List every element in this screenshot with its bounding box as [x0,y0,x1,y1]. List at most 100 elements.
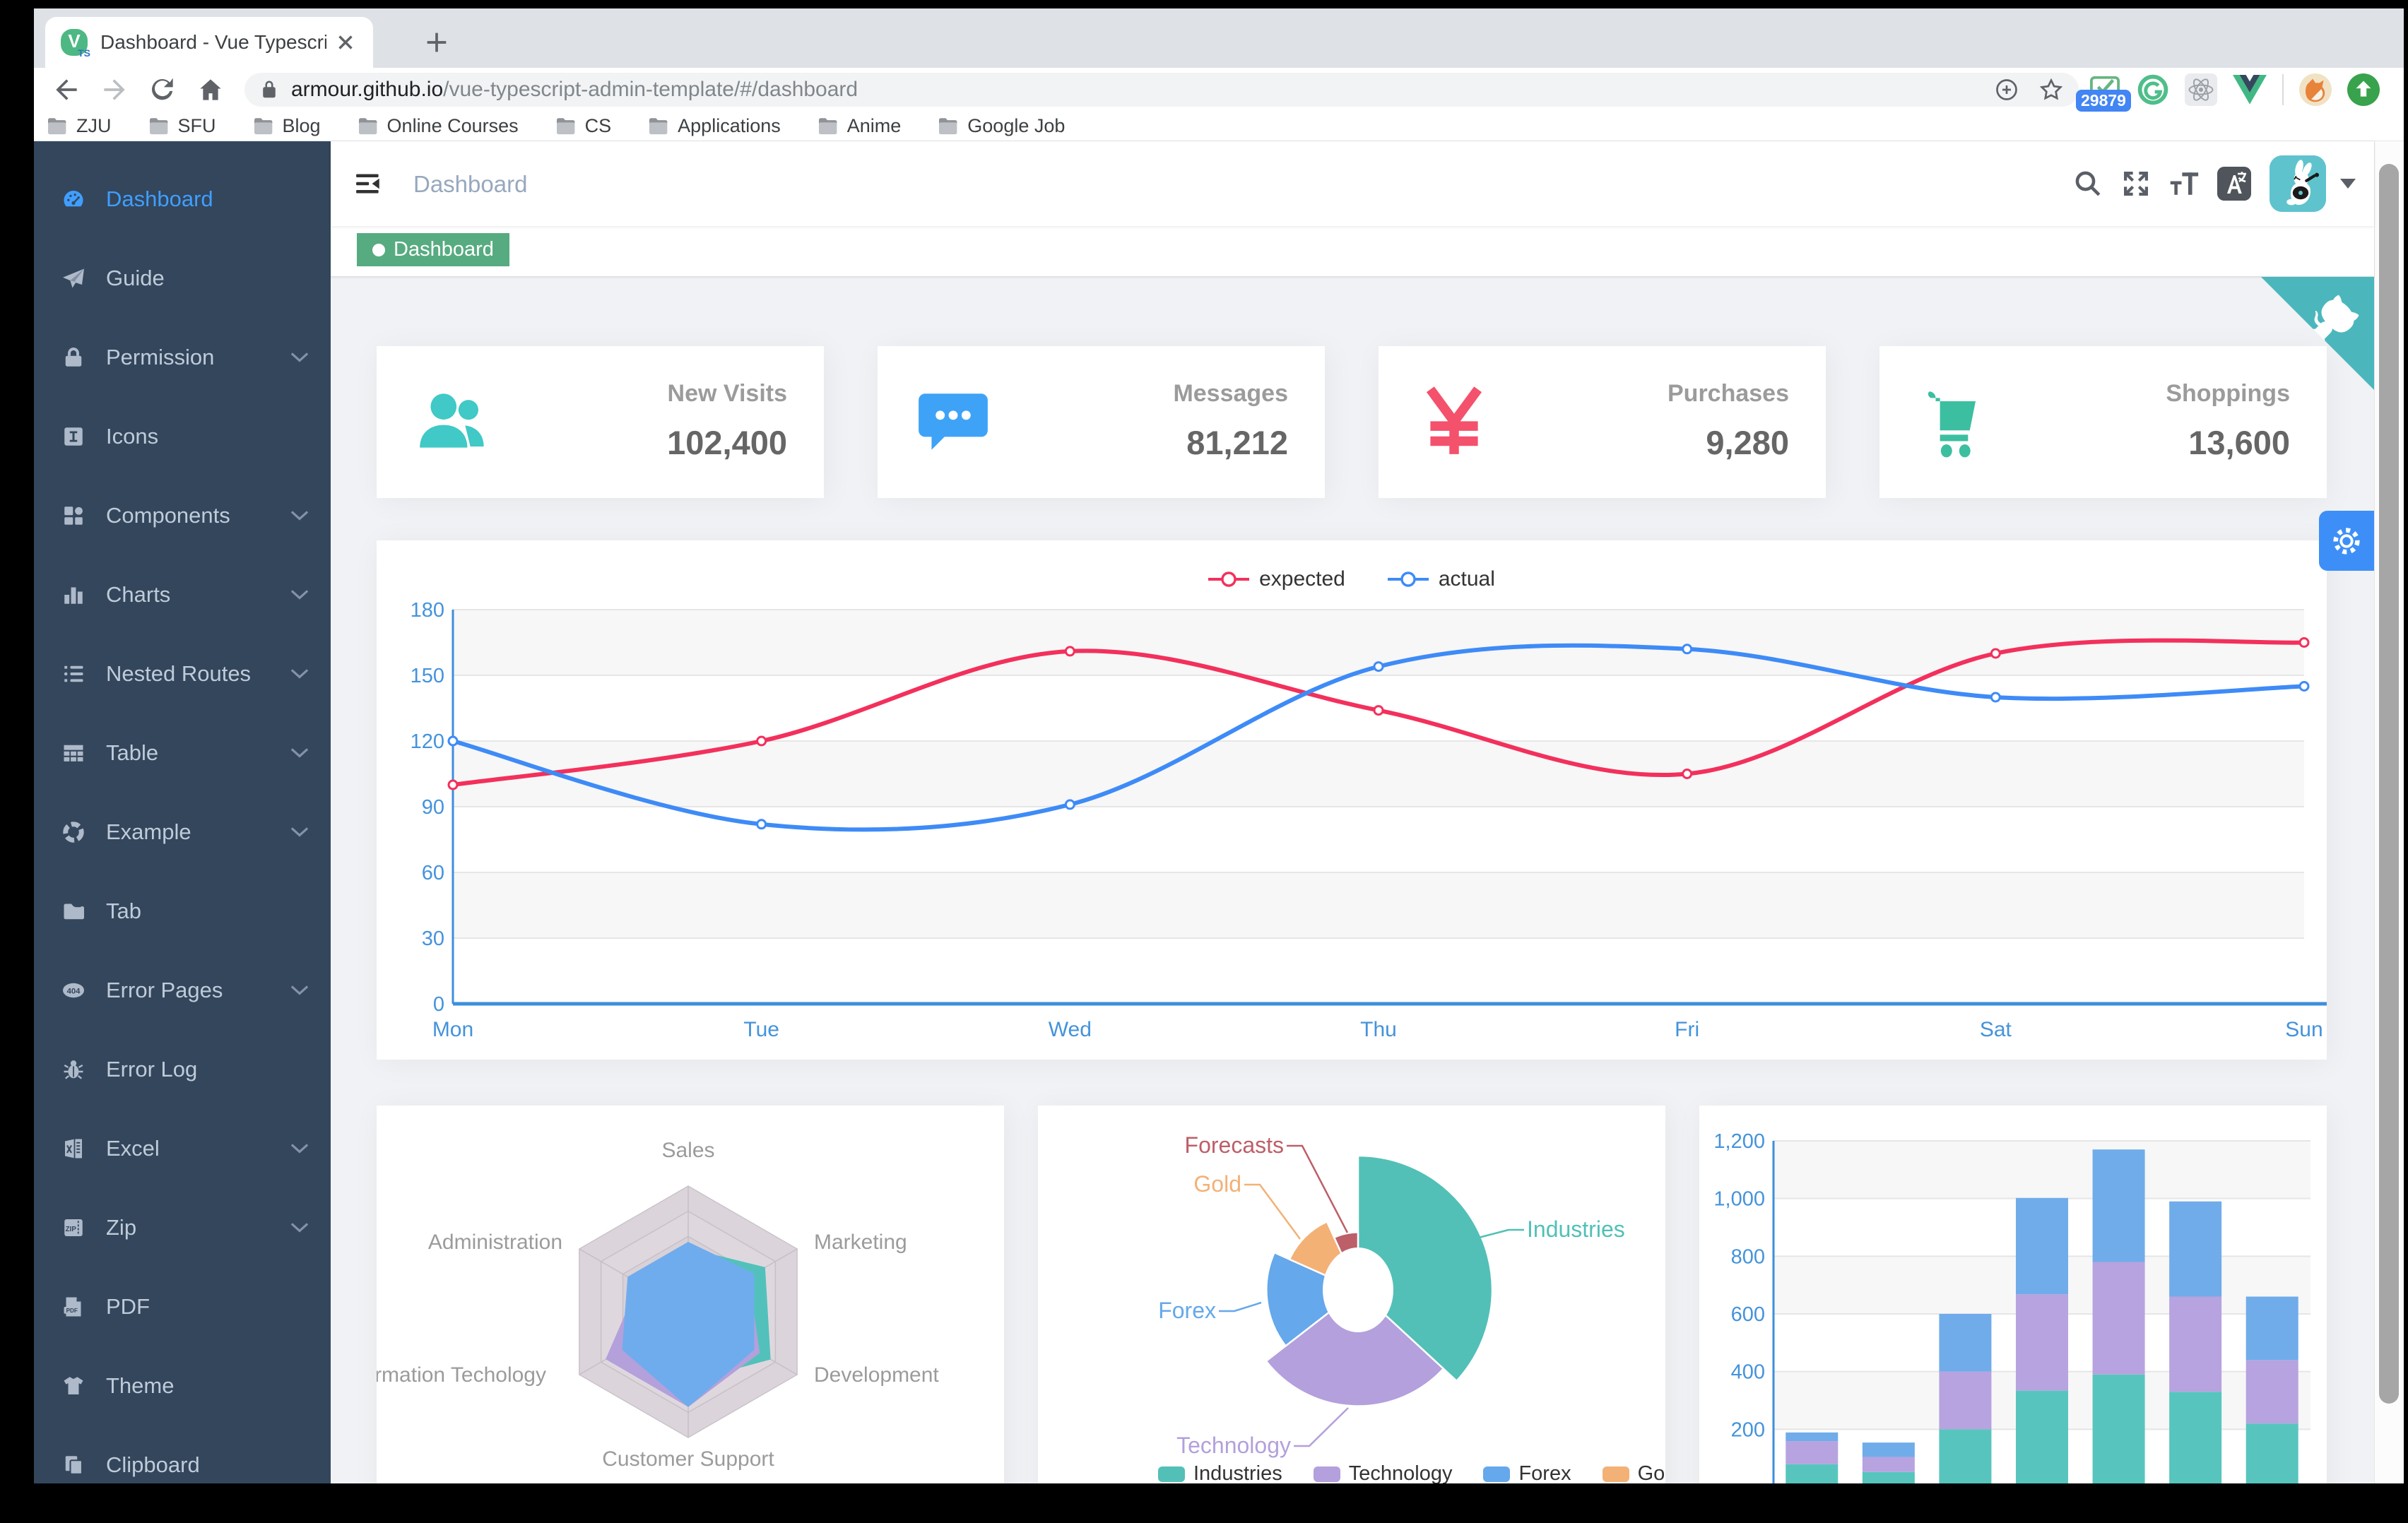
tab-close-icon[interactable] [334,30,358,54]
browser-tab[interactable]: VTS Dashboard - Vue Typescript Ad [45,17,373,68]
settings-button[interactable] [2319,511,2374,571]
sidebar-item-dashboard[interactable]: Dashboard [34,160,331,239]
text-size-icon[interactable] [2169,169,2199,198]
pie-legend-item-technology[interactable]: Technology [1313,1462,1453,1483]
bookmark-item[interactable]: Online Courses [358,115,519,137]
bookmark-item[interactable]: Anime [818,115,901,137]
stat-value: 81,212 [1186,424,1288,461]
stat-card-messages[interactable]: Messages 81,212 [878,346,1325,498]
sidebar-item-components[interactable]: Components [34,476,331,555]
svg-text:Tue: Tue [743,1018,779,1041]
sidebar-item-permission[interactable]: Permission [34,318,331,397]
sidebar-item-label: Nested Routes [106,661,252,686]
vue-devtools-extension-icon[interactable] [2233,75,2267,105]
sidebar-item-theme[interactable]: Theme [34,1346,331,1426]
mail-checker-extension-icon[interactable]: 29879 [2076,73,2131,112]
svg-text:PDF: PDF [66,1308,78,1314]
nested-routes-icon [61,661,86,687]
legend-item-actual[interactable]: actual [1387,567,1495,591]
stat-card-purchases[interactable]: Purchases 9,280 [1379,346,1826,498]
extension-badge: 29879 [2076,90,2131,112]
sidebar-toggle-icon[interactable] [355,172,381,195]
grammarly-extension-icon[interactable] [2137,73,2169,106]
bookmark-item[interactable]: ZJU [47,115,112,137]
sidebar-item-label: Clipboard [106,1452,200,1477]
uploader-extension-icon[interactable] [2347,73,2380,106]
sidebar-item-zip[interactable]: ZIP Zip [34,1188,331,1267]
error-pages-icon: 404 [61,978,86,1003]
sidebar-item-label: Icons [106,424,159,449]
stat-value: 13,600 [2188,424,2290,461]
bookmark-item[interactable]: Google Job [938,115,1065,137]
legend-label: Gold [1637,1462,1665,1483]
fullscreen-icon[interactable] [2121,169,2151,198]
bar-chart-card: 200 400 600 800 1,000 1,200 [1699,1106,2327,1483]
bookmark-item[interactable]: Blog [253,115,321,137]
react-devtools-extension-icon[interactable] [2185,73,2217,106]
new-tab-button[interactable] [423,28,451,57]
profile-avatar[interactable] [2299,73,2332,106]
sidebar-item-guide[interactable]: Guide [34,239,331,318]
stat-card-shoppings[interactable]: Shoppings 13,600 [1879,346,2327,498]
folder-icon [253,117,274,136]
tags-view-bar: Dashboard [331,226,2374,277]
stat-card-new-visits[interactable]: New Visits 102,400 [377,346,824,498]
bookmark-item[interactable]: CS [555,115,611,137]
svg-text:Forecasts: Forecasts [1185,1132,1284,1158]
svg-text:0: 0 [433,993,444,1016]
sidebar-item-pdf[interactable]: PDF PDF [34,1267,331,1346]
translate-icon[interactable] [2217,167,2251,201]
search-icon[interactable] [2073,169,2103,198]
breadcrumb[interactable]: Dashboard [413,171,528,197]
svg-text:600: 600 [1731,1303,1765,1326]
sidebar-item-excel[interactable]: Excel [34,1109,331,1188]
sidebar-item-table[interactable]: Table [34,713,331,793]
pie-legend-item-industries[interactable]: Industries [1158,1462,1282,1483]
sidebar-item-label: Theme [106,1373,175,1398]
svg-text:200: 200 [1731,1418,1765,1441]
pie-legend-item-forex[interactable]: Forex [1483,1462,1571,1483]
svg-text:Sales: Sales [661,1139,714,1162]
pie-legend-item-gold[interactable]: Gold [1602,1462,1665,1483]
forward-icon[interactable] [99,74,130,105]
example-icon [61,819,86,845]
pie-chart-card: Industries Technology Forex Gold Forecasts I… [1038,1106,1665,1483]
avatar-caret-icon[interactable] [2340,179,2356,189]
github-corner[interactable] [2261,277,2374,390]
home-icon[interactable] [195,74,226,105]
bookmark-item[interactable]: Applications [648,115,781,137]
sidebar-item-label: Error Pages [106,978,223,1002]
cart-icon [1916,383,1994,461]
zoom-plus-icon[interactable] [1994,77,2019,102]
sidebar-item-icons[interactable]: Icons [34,397,331,476]
sidebar-item-tab[interactable]: Tab [34,872,331,951]
dashboard-content: New Visits 102,400 Messages 81,212 Purchases… [331,277,2374,1483]
folder-icon [47,117,68,136]
user-avatar[interactable] [2270,155,2326,212]
sidebar-item-error-log[interactable]: Error Log [34,1030,331,1109]
sidebar-item-example[interactable]: Example [34,793,331,872]
pdf-icon: PDF [61,1294,86,1320]
tab-icon [61,899,86,924]
sidebar-item-charts[interactable]: Charts [34,555,331,634]
legend-label: actual [1438,567,1495,591]
money-icon [1415,383,1493,461]
folder-icon [818,117,839,136]
bookmark-item[interactable]: SFU [148,115,216,137]
tag-dashboard[interactable]: Dashboard [357,233,509,266]
chevron-down-icon [290,589,309,600]
reload-icon[interactable] [147,74,178,105]
back-icon[interactable] [51,74,82,105]
bookmark-star-icon[interactable] [2038,76,2065,103]
zip-icon: ZIP [61,1215,86,1240]
chevron-down-icon [290,985,309,996]
sidebar-item-clipboard[interactable]: Clipboard [34,1426,331,1483]
page-scrollbar[interactable] [2374,141,2404,1483]
legend-item-expected[interactable]: expected [1208,567,1345,591]
sidebar-item-error-pages[interactable]: 404 Error Pages [34,951,331,1030]
legend-label: Technology [1348,1462,1453,1483]
url-bar[interactable]: armour.github.io/vue-typescript-admin-te… [244,73,2079,107]
scrollbar-thumb[interactable] [2379,164,2399,1404]
sidebar-item-nested-routes[interactable]: Nested Routes [34,634,331,713]
svg-text:Customer Support: Customer Support [602,1447,774,1471]
